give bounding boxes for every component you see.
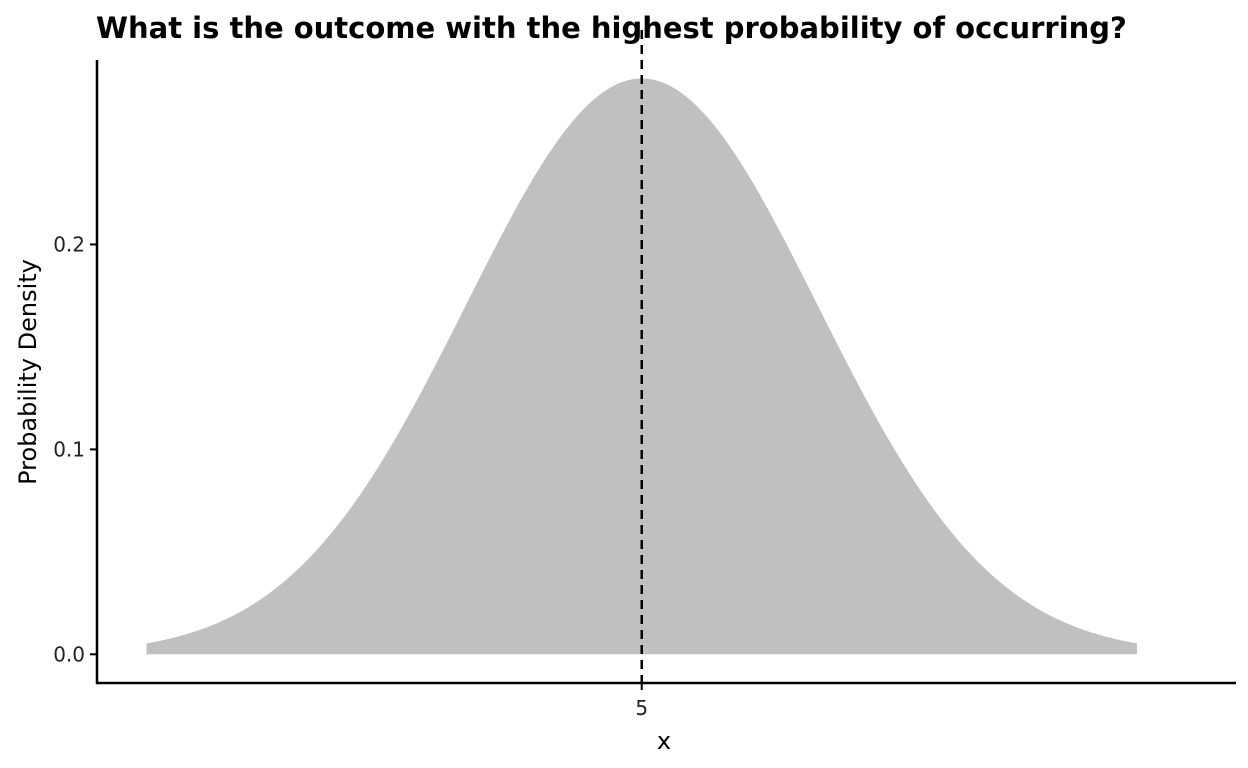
- y-tick-label: 0.2: [53, 232, 85, 256]
- y-tick-label: 0.1: [53, 437, 85, 461]
- x-ticks: 5: [635, 683, 648, 720]
- y-tick-label: 0.0: [53, 642, 85, 666]
- x-axis-label: x: [657, 727, 671, 755]
- y-axis-label: Probability Density: [14, 259, 42, 485]
- chart-title: What is the outcome with the highest pro…: [96, 11, 1127, 45]
- x-tick-label: 5: [635, 696, 648, 720]
- y-ticks: 0.0 0.1 0.2: [53, 232, 97, 666]
